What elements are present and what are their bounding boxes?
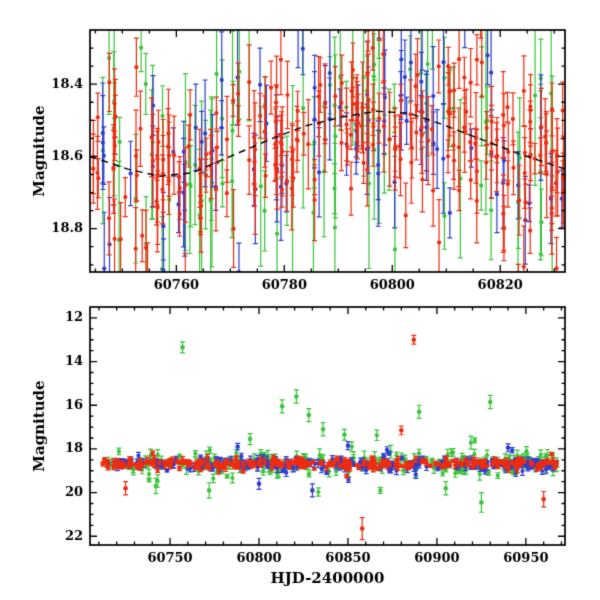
light-curves-canvas (0, 0, 600, 600)
light-curve-figure (0, 0, 600, 600)
